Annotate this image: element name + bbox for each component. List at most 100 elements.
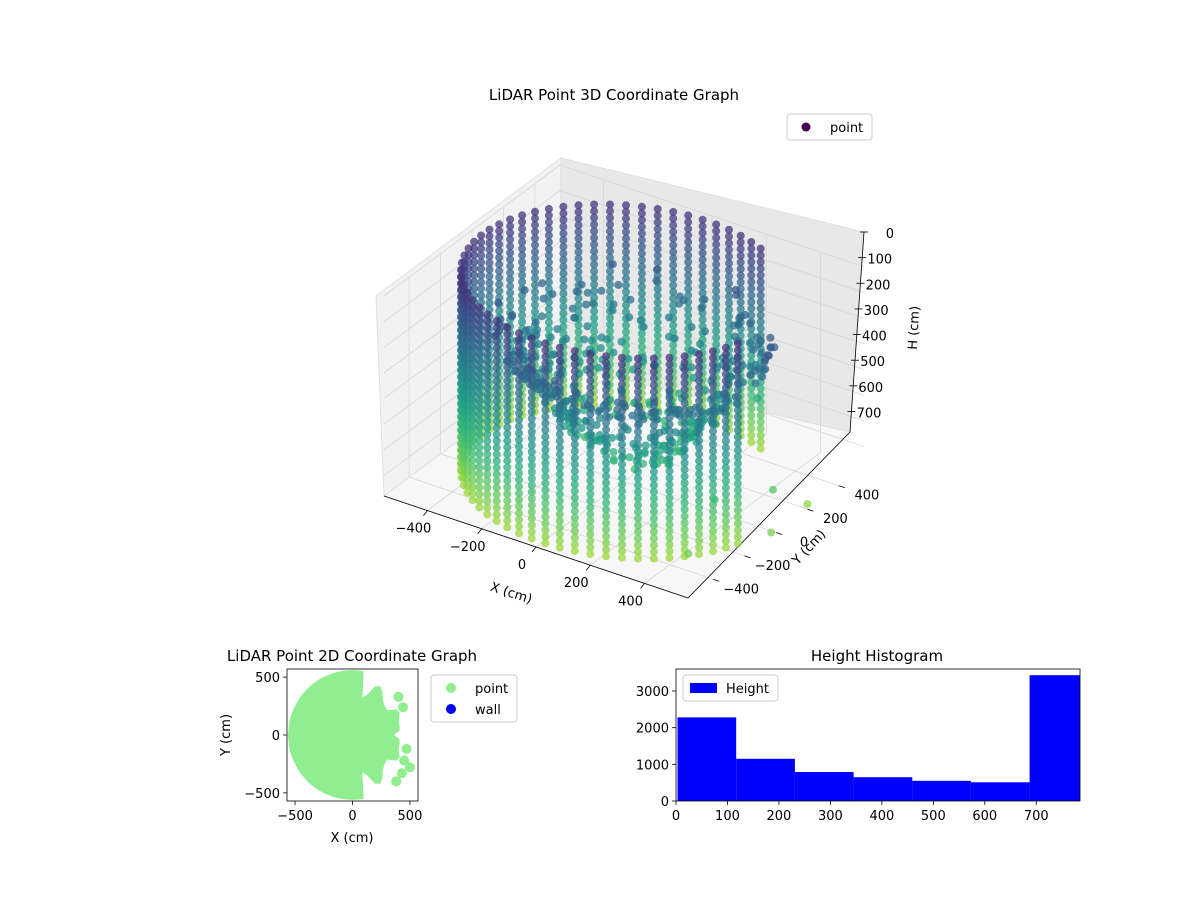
point-3d <box>665 507 674 516</box>
point-3d <box>756 271 765 280</box>
y-tick-label-2d: 500 <box>255 671 280 686</box>
point-3d <box>618 433 626 442</box>
point-3d <box>721 523 730 532</box>
point-3d <box>570 433 579 442</box>
point-3d <box>470 277 479 286</box>
point-3d <box>618 353 626 362</box>
point-3d <box>637 222 646 231</box>
point-3d <box>618 527 626 536</box>
point-3d <box>541 499 550 508</box>
point-3d <box>577 394 586 403</box>
point-3d <box>503 370 512 378</box>
point-3d <box>546 333 555 342</box>
point-3d <box>527 407 536 416</box>
point-3d <box>503 463 512 472</box>
point-3d <box>698 289 707 297</box>
point-3d <box>468 496 477 505</box>
point-3d <box>468 296 477 305</box>
point-3d <box>618 493 626 502</box>
point-3d <box>555 503 564 512</box>
point-3d <box>751 379 760 388</box>
point-3d <box>725 239 733 248</box>
point-3d <box>559 262 568 271</box>
point-3d <box>749 345 758 354</box>
point-3d <box>698 235 707 244</box>
point-3d <box>515 502 523 511</box>
point-3d <box>747 424 756 433</box>
point-3d <box>747 264 756 273</box>
point-3d <box>696 339 705 348</box>
point-3d <box>634 361 642 370</box>
x-tick-label-hist: 100 <box>715 809 740 824</box>
point-3d <box>618 427 626 436</box>
point-3d <box>515 489 523 498</box>
point-3d <box>475 323 484 332</box>
point-3d <box>475 403 484 412</box>
point-3d <box>527 507 536 516</box>
point-3d <box>715 395 724 404</box>
point-3d <box>570 467 579 476</box>
point-3d <box>709 473 717 482</box>
point-3d <box>506 242 515 251</box>
point-3d <box>470 271 479 280</box>
point-3d <box>665 433 674 442</box>
point-3d <box>764 351 773 360</box>
point-3d <box>695 463 704 472</box>
point-3d <box>544 324 553 333</box>
point-3d <box>652 276 661 285</box>
point-3d <box>709 413 717 422</box>
point-3d <box>665 380 674 389</box>
legend-2d-point-marker <box>446 683 456 693</box>
point-3d <box>468 449 477 458</box>
legend-hist-label: Height <box>726 682 769 697</box>
point-3d <box>492 343 501 352</box>
point-3d <box>555 463 564 472</box>
point-3d <box>618 420 626 429</box>
legend-2d: point wall <box>430 674 518 723</box>
point-3d <box>527 454 536 463</box>
point-3d <box>483 497 492 505</box>
point-3d <box>555 376 564 385</box>
point-3d <box>709 353 717 362</box>
point-3d <box>492 503 501 512</box>
point-3d <box>544 224 553 233</box>
point-3d <box>506 228 515 237</box>
point-3d <box>586 430 595 438</box>
point-3d <box>747 238 756 246</box>
point-3d <box>634 514 642 523</box>
point-3d <box>634 374 642 383</box>
point-3d <box>733 452 742 461</box>
point-3d <box>665 460 674 469</box>
point-3d <box>736 258 745 267</box>
point-3d <box>475 503 484 512</box>
point-3d <box>570 513 579 522</box>
point-3d <box>475 470 484 478</box>
point-3d <box>570 380 579 389</box>
point-3d <box>637 256 646 265</box>
point-3d <box>586 516 595 525</box>
point-3d <box>695 456 704 465</box>
point-3d <box>756 424 765 433</box>
point-3d <box>602 465 611 474</box>
x-tick-label-3d: 0 <box>518 558 526 573</box>
point-3d <box>669 281 678 290</box>
point-3d <box>634 394 642 403</box>
point-3d <box>637 329 646 338</box>
point-3d <box>559 249 568 258</box>
point-3d <box>541 479 550 488</box>
point-3d <box>649 387 658 396</box>
point-3d <box>541 386 550 394</box>
point-3d <box>709 427 717 436</box>
point-3d <box>725 312 733 321</box>
point-3d <box>527 347 536 356</box>
point-3d <box>637 236 646 245</box>
point-3d <box>483 377 492 385</box>
point-3d <box>652 265 661 274</box>
point-3d <box>492 317 501 325</box>
point-3d <box>495 280 504 289</box>
point-3d <box>582 300 591 309</box>
point-3d <box>534 378 543 387</box>
point-3d <box>574 227 583 236</box>
point-3d <box>531 234 539 243</box>
point-3d <box>483 330 492 339</box>
